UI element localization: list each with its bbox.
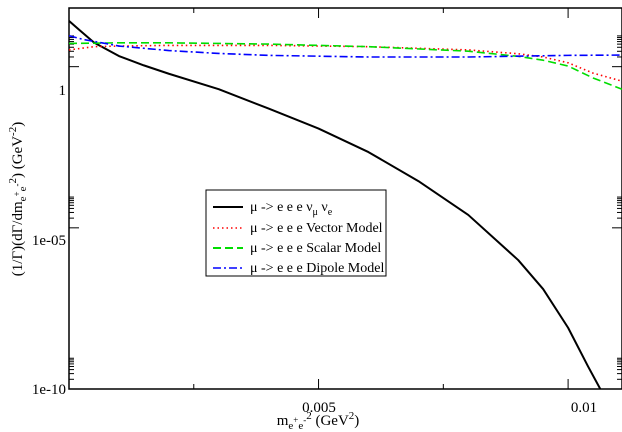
series-line-1 [69,44,622,82]
x-axis-label: me+e-2 (GeV2) [277,410,360,432]
legend-label-1: μ -> e e e Vector Model [250,221,383,236]
series-line-0 [69,20,602,389]
legend-box [205,189,387,277]
series-layer [69,20,622,389]
series-line-3 [69,34,622,58]
major-ticks [69,8,622,390]
y-tick-label-2: 1 [59,83,67,99]
legend-label-0: μ -> e e e νμ νe [250,200,333,218]
legend-label-3: μ -> e e e Dipole Model [250,261,384,276]
legend-label-2: μ -> e e e Scalar Model [250,241,381,256]
y-tick-label-1: 1e-05 [32,233,66,249]
y-tick-label-0: 1e-10 [32,382,66,398]
series-line-2 [69,42,622,90]
x-tick-label-0: 0.005 [302,400,336,416]
y-axis-label: (1/Γ)(dΓ/dme+e-2) (GeV-2) [7,122,29,276]
x-tick-label-1: 0.01 [571,400,597,416]
legend: μ -> e e e νμ νe μ -> e e e Vector Model… [205,189,387,277]
minor-ticks [69,8,622,389]
